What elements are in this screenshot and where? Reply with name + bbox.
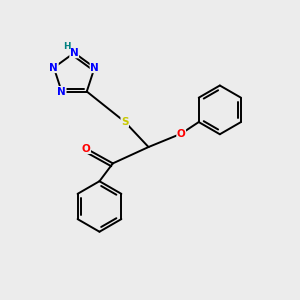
Text: O: O	[177, 129, 186, 139]
Text: N: N	[90, 63, 99, 73]
Text: S: S	[121, 117, 128, 127]
Text: N: N	[57, 86, 66, 97]
Text: H: H	[63, 42, 70, 51]
Text: N: N	[70, 48, 79, 58]
Text: N: N	[50, 63, 58, 73]
Text: O: O	[82, 143, 91, 154]
